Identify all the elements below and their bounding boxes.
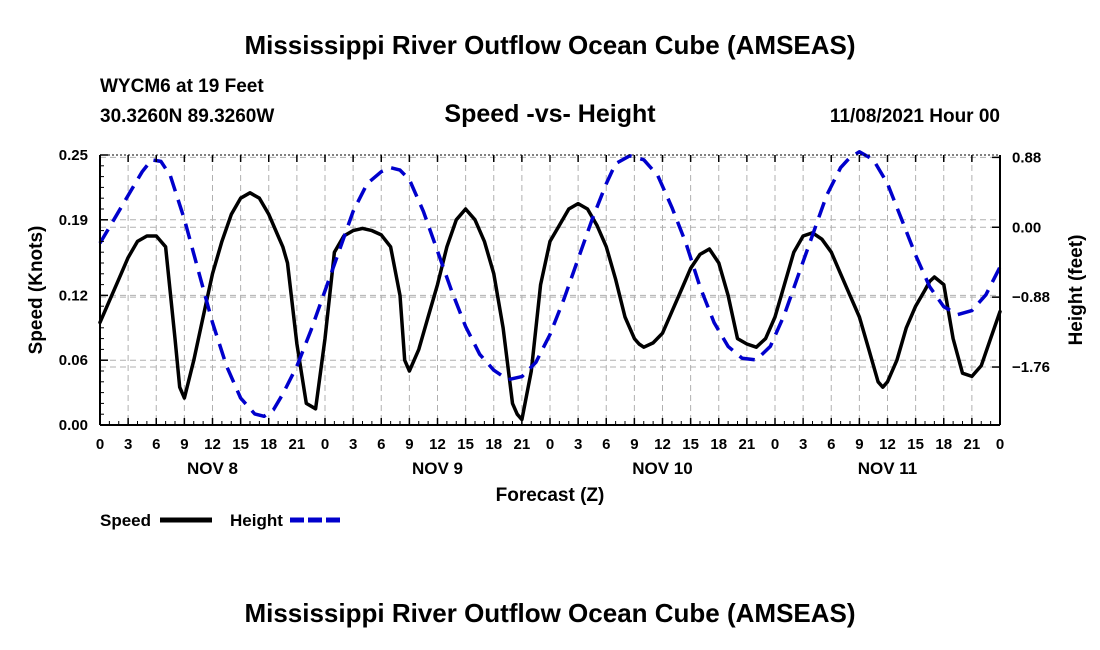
- y-tick-label-right: −0.88: [1012, 289, 1050, 306]
- y-tick-label-right: 0.88: [1012, 149, 1041, 166]
- x-tick-label: 15: [907, 436, 924, 453]
- x-tick-label: 21: [289, 436, 306, 453]
- y-axis-title-left: Speed (Knots): [26, 226, 47, 355]
- x-tick-label: 0: [996, 436, 1004, 453]
- station-label: WYCM6 at 19 Feet: [100, 76, 264, 97]
- x-tick-label: 6: [152, 436, 160, 453]
- x-tick-label: 6: [827, 436, 835, 453]
- x-tick-label: 12: [654, 436, 671, 453]
- chart-grid: [100, 155, 1000, 425]
- chart-labels: 0 3 6 9 12 15 18 21 0 3 6 9 12 15 18 21 0 3 6 9 12 15 18 21 0 3 6 9…: [26, 147, 1087, 530]
- x-tick-label: 12: [204, 436, 221, 453]
- x-tick-label: 3: [799, 436, 807, 453]
- chart-subtitle: Speed -vs- Height: [444, 100, 656, 128]
- x-tick-label: 21: [739, 436, 756, 453]
- chart-frame: [99, 154, 1001, 426]
- day-label: NOV 8: [187, 459, 238, 478]
- x-tick-label: 18: [935, 436, 952, 453]
- x-tick-label: 3: [124, 436, 132, 453]
- y-tick-label-left: 0.19: [59, 212, 88, 229]
- x-tick-label: 0: [321, 436, 329, 453]
- x-tick-label: 9: [405, 436, 413, 453]
- x-axis-title: Forecast (Z): [496, 485, 605, 506]
- x-tick-label: 18: [260, 436, 277, 453]
- x-tick-label: 12: [879, 436, 896, 453]
- x-tick-label: 15: [457, 436, 474, 453]
- x-tick-label: 12: [429, 436, 446, 453]
- y-tick-label-left: 0.12: [59, 287, 88, 304]
- x-tick-label: 0: [546, 436, 554, 453]
- day-label: NOV 9: [412, 459, 463, 478]
- chart-main-title: Mississippi River Outflow Ocean Cube (AM…: [244, 30, 856, 60]
- y-tick-label-right: 0.00: [1012, 219, 1041, 236]
- x-tick-label: 3: [349, 436, 357, 453]
- chart-series: [98, 150, 1002, 422]
- x-tick-label: 6: [602, 436, 610, 453]
- x-tick-label: 21: [964, 436, 981, 453]
- y-tick-label-left: 0.06: [59, 352, 88, 369]
- x-tick-label: 9: [855, 436, 863, 453]
- series-line-height: [98, 150, 1002, 419]
- y-tick-label-left: 0.25: [59, 147, 88, 164]
- day-label: NOV 10: [632, 459, 692, 478]
- x-tick-label: 6: [377, 436, 385, 453]
- x-tick-label: 21: [514, 436, 531, 453]
- y-tick-label-right: −1.76: [1012, 359, 1050, 376]
- y-tick-label-left: 0.00: [59, 417, 88, 434]
- forecast-datetime: 11/08/2021 Hour 00: [829, 106, 1000, 127]
- x-tick-label: 9: [630, 436, 638, 453]
- x-tick-label: 18: [710, 436, 727, 453]
- legend-label-height: Height: [230, 511, 283, 530]
- x-tick-label: 0: [771, 436, 779, 453]
- y-axis-title-right: Height (feet): [1066, 235, 1087, 346]
- footer-title: Mississippi River Outflow Ocean Cube (AM…: [244, 598, 856, 628]
- x-tick-label: 15: [232, 436, 249, 453]
- x-tick-label: 0: [96, 436, 104, 453]
- x-tick-label: 9: [180, 436, 188, 453]
- x-tick-label: 15: [682, 436, 699, 453]
- series-line-speed: [98, 191, 1002, 422]
- legend-label-speed: Speed: [100, 511, 151, 530]
- station-coordinates: 30.3260N 89.3260W: [100, 106, 275, 127]
- day-label: NOV 11: [858, 459, 918, 478]
- x-tick-label: 3: [574, 436, 582, 453]
- x-tick-label: 18: [485, 436, 502, 453]
